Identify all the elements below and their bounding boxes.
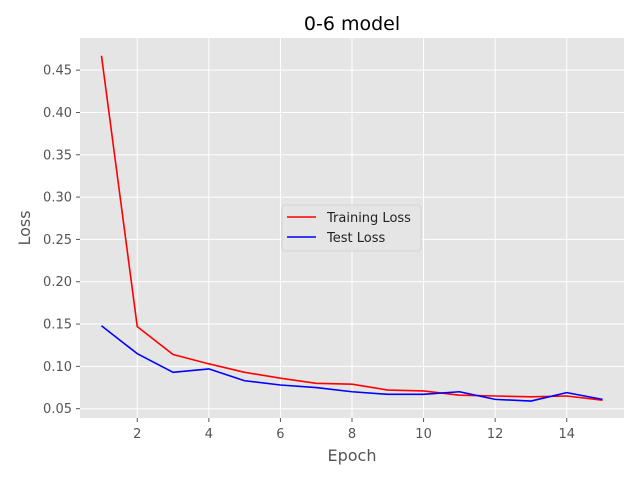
- legend: Training Loss Test Loss: [281, 204, 422, 252]
- y-tick-label: 0.20: [43, 275, 72, 290]
- y-tick-label: 0.40: [43, 106, 72, 121]
- y-tick-label: 0.05: [43, 402, 72, 417]
- y-tick-label: 0.30: [43, 191, 72, 206]
- chart-title: 0-6 model: [304, 13, 400, 35]
- series-lines: [100, 55, 603, 402]
- y-tick-label: 0.25: [43, 233, 72, 248]
- x-tick-label: 6: [276, 427, 284, 442]
- legend-box: [281, 204, 422, 252]
- x-ticks: 2 4 6 8 10 12 14: [133, 418, 575, 442]
- y-tick-label: 0.45: [43, 64, 72, 79]
- y-tick-label: 0.10: [43, 360, 72, 375]
- x-tick-label: 10: [415, 427, 432, 442]
- x-tick-label: 14: [558, 427, 575, 442]
- x-tick-label: 2: [133, 427, 141, 442]
- x-tick-label: 8: [348, 427, 356, 442]
- y-axis-label: Loss: [15, 210, 34, 245]
- training-loss-line: [100, 55, 603, 402]
- x-axis-label: Epoch: [328, 446, 377, 465]
- legend-label-test: Test Loss: [326, 231, 385, 246]
- y-tick-label: 0.15: [43, 318, 72, 333]
- y-ticks: 0.05 0.10 0.15 0.20 0.25 0.30 0.35 0.40 0.45: [43, 64, 80, 417]
- x-tick-label: 4: [205, 427, 213, 442]
- y-tick-label: 0.35: [43, 148, 72, 163]
- x-tick-label: 12: [487, 427, 504, 442]
- grid: [80, 38, 624, 418]
- legend-label-training: Training Loss: [326, 211, 411, 226]
- test-loss-line: [100, 325, 603, 402]
